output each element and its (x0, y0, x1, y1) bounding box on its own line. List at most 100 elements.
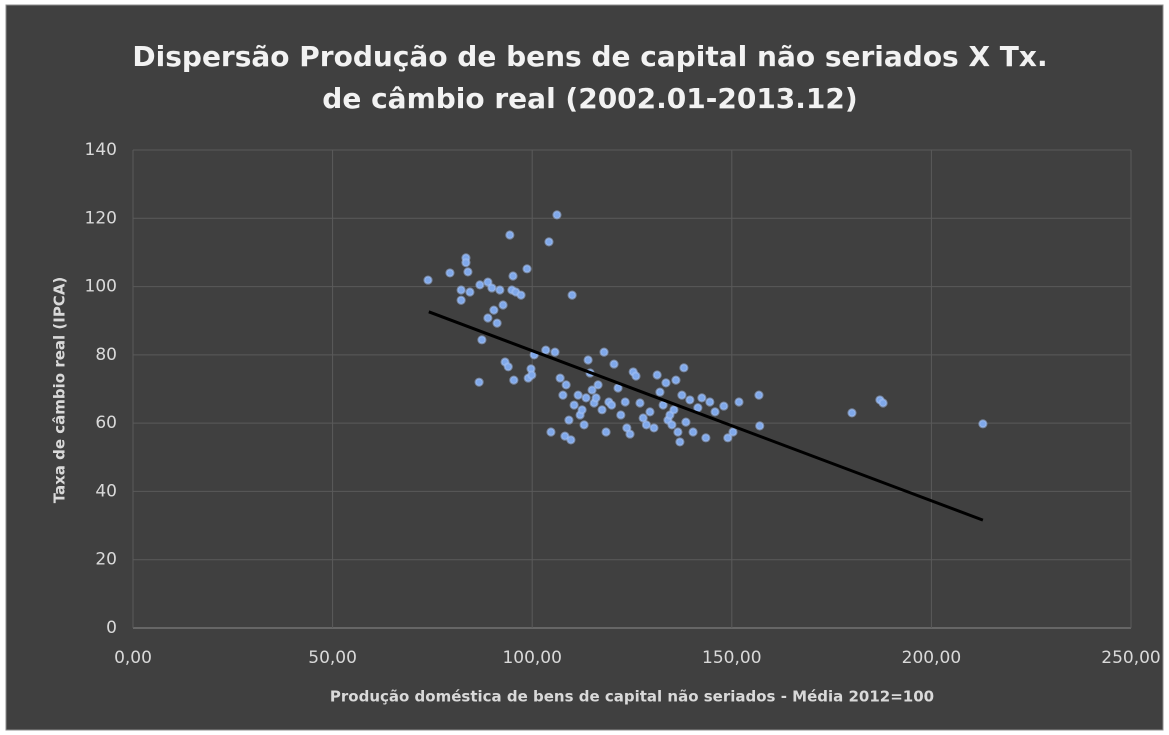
point (601, 427, 611, 437)
y-tick-label: 20 (95, 550, 117, 570)
point (734, 397, 744, 407)
x-tick-label: 50,00 (308, 648, 357, 668)
point (550, 347, 560, 357)
point (607, 400, 617, 410)
point (577, 405, 587, 415)
point (561, 380, 571, 390)
point (652, 370, 662, 380)
point (573, 390, 583, 400)
point (566, 435, 576, 445)
y-tick-label: 40 (95, 481, 117, 501)
point (541, 345, 551, 355)
point (599, 347, 609, 357)
point (978, 419, 988, 429)
y-axis-title: Taxa de câmbio real (IPCA) (51, 277, 69, 504)
point (655, 387, 665, 397)
point (581, 393, 591, 403)
x-axis-title: Produção doméstica de bens de capital nã… (330, 688, 934, 706)
point (475, 280, 485, 290)
point (558, 390, 568, 400)
point (728, 427, 738, 437)
point (658, 400, 668, 410)
point (754, 390, 764, 400)
y-tick-label: 0 (106, 618, 117, 638)
point (477, 335, 487, 345)
point (705, 397, 715, 407)
y-tick-label: 100 (85, 277, 117, 297)
chart-background (5, 4, 1164, 731)
point (609, 359, 619, 369)
point (616, 410, 626, 420)
point (489, 305, 499, 315)
y-tick-label: 120 (85, 208, 117, 228)
point (625, 429, 635, 439)
point (649, 423, 659, 433)
x-tick-label: 200,00 (902, 648, 961, 668)
point (645, 407, 655, 417)
point (681, 417, 691, 427)
x-tick-label: 250,00 (1101, 648, 1160, 668)
point (463, 267, 473, 277)
point (719, 401, 729, 411)
chart-title: Dispersão Produção de bens de capital nã… (132, 40, 1047, 73)
point (465, 287, 475, 297)
point (498, 300, 508, 310)
point (693, 403, 703, 413)
point (492, 318, 502, 328)
point (505, 230, 515, 240)
point (701, 433, 711, 443)
point (474, 377, 484, 387)
point (677, 390, 687, 400)
point (522, 264, 532, 274)
point (503, 362, 513, 372)
point (569, 400, 579, 410)
point (673, 427, 683, 437)
point (552, 210, 562, 220)
point (635, 398, 645, 408)
x-tick-label: 150,00 (702, 648, 761, 668)
point (597, 405, 607, 415)
point (456, 295, 466, 305)
point (564, 415, 574, 425)
point (679, 363, 689, 373)
point (445, 268, 455, 278)
point (593, 380, 603, 390)
point (755, 421, 765, 431)
point (667, 420, 677, 430)
point (495, 285, 505, 295)
chart-title: de câmbio real (2002.01-2013.12) (322, 82, 857, 115)
point (631, 371, 641, 381)
point (661, 378, 671, 388)
point (456, 285, 466, 295)
point (461, 258, 471, 268)
point (723, 433, 733, 443)
point (620, 397, 630, 407)
x-tick-label: 0,00 (114, 648, 152, 668)
point (710, 407, 720, 417)
point (587, 385, 597, 395)
point (685, 395, 695, 405)
point (579, 420, 589, 430)
point (508, 271, 518, 281)
y-tick-label: 140 (85, 140, 117, 160)
point (671, 375, 681, 385)
point (669, 405, 679, 415)
point (697, 393, 707, 403)
point (546, 427, 556, 437)
point (483, 313, 493, 323)
point (509, 375, 519, 385)
point (641, 420, 651, 430)
point (878, 398, 888, 408)
point (527, 370, 537, 380)
point (544, 237, 554, 247)
point (688, 427, 698, 437)
y-tick-label: 60 (95, 413, 117, 433)
point (516, 290, 526, 300)
y-tick-label: 80 (95, 345, 117, 365)
point (847, 408, 857, 418)
x-tick-label: 100,00 (502, 648, 561, 668)
point (567, 290, 577, 300)
point (591, 393, 601, 403)
